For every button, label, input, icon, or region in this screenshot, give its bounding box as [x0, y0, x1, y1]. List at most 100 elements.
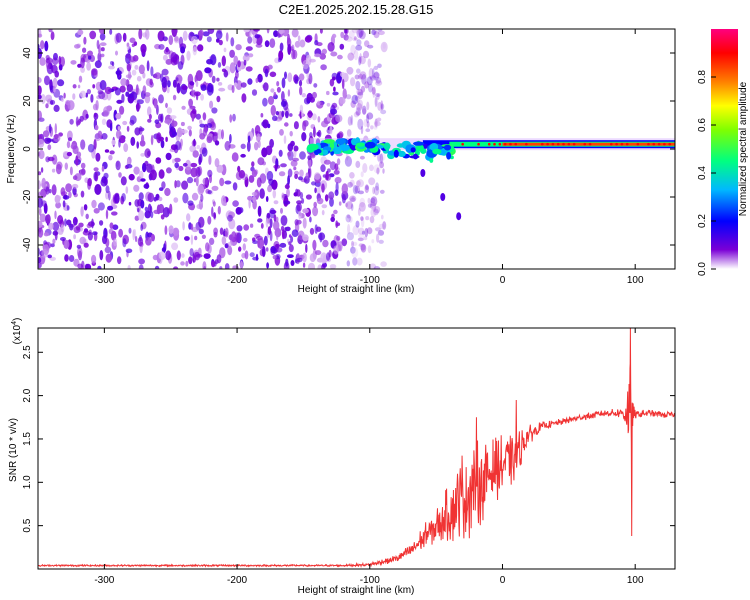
noise-blob: [168, 225, 174, 234]
noise-blob: [116, 99, 123, 104]
noise-blob: [129, 37, 136, 44]
noise-blob: [329, 125, 333, 135]
noise-blob: [115, 112, 122, 120]
noise-blob: [66, 141, 71, 149]
noise-blob: [359, 53, 362, 64]
noise-blob: [214, 259, 219, 265]
noise-blob: [278, 149, 283, 157]
noise-blob: [350, 44, 356, 56]
noise-blob: [140, 178, 146, 182]
noise-blob: [332, 76, 336, 81]
noise-blob: [63, 92, 66, 99]
noise-blob: [171, 29, 177, 38]
noise-blob: [251, 161, 255, 168]
noise-blob: [356, 103, 363, 111]
noise-blob: [360, 216, 365, 228]
snr-x-tick-label: 0: [500, 575, 506, 586]
noise-blob: [345, 94, 352, 100]
noise-blob: [379, 153, 383, 164]
noise-blob: [118, 228, 123, 238]
noise-blob: [99, 220, 104, 226]
noise-blob: [239, 260, 244, 269]
noise-blob: [297, 35, 301, 42]
noise-blob: [270, 246, 277, 254]
noise-blob: [103, 172, 109, 179]
noise-blob: [221, 129, 224, 140]
noise-blob: [272, 189, 277, 199]
noise-blob: [101, 133, 108, 140]
snr-y-label: SNR (10 * v/v): [8, 418, 19, 482]
noise-blob: [352, 185, 358, 195]
noise-blob: [298, 176, 303, 181]
noise-blob: [269, 207, 276, 219]
noise-blob: [163, 243, 166, 254]
noise-blob: [278, 171, 286, 177]
noise-blob: [115, 129, 122, 139]
noise-blob: [77, 84, 81, 89]
noise-blob: [105, 185, 110, 194]
noise-blob: [88, 55, 92, 60]
noise-blob: [367, 44, 374, 49]
noise-blob: [207, 169, 213, 178]
noise-blob: [381, 214, 384, 220]
noise-blob: [80, 162, 86, 169]
noise-blob: [165, 152, 172, 161]
noise-blob: [354, 185, 360, 194]
noise-blob: [155, 157, 162, 164]
noise-blob: [191, 35, 198, 45]
noise-blob: [267, 226, 272, 236]
noise-blob: [214, 158, 220, 168]
noise-blob: [273, 220, 280, 231]
noise-blob: [126, 125, 130, 132]
noise-blob: [128, 201, 132, 206]
noise-blob: [174, 180, 177, 189]
noise-blob: [338, 241, 343, 252]
noise-blob: [321, 183, 325, 193]
noise-blob: [373, 164, 381, 174]
noise-blob: [190, 234, 194, 246]
noise-blob: [177, 61, 184, 70]
signal-peak-dot: [503, 142, 507, 146]
noise-blob: [355, 80, 361, 91]
noise-blob: [313, 126, 316, 138]
noise-blob: [40, 94, 46, 104]
noise-blob: [185, 260, 189, 267]
noise-blob: [294, 79, 299, 85]
noise-blob: [377, 230, 385, 236]
noise-blob: [350, 100, 356, 108]
noise-blob: [293, 192, 298, 197]
noise-blob: [142, 72, 146, 79]
noise-blob: [38, 149, 45, 160]
noise-blob: [111, 211, 118, 216]
noise-blob: [249, 252, 255, 258]
noise-blob: [287, 72, 293, 83]
signal-peak-dot: [556, 142, 560, 146]
noise-blob: [162, 36, 168, 42]
signal-peak-dot: [477, 142, 480, 146]
noise-blob: [232, 265, 239, 269]
noise-blob: [362, 163, 368, 173]
noise-blob: [111, 139, 116, 146]
colorbar: [711, 29, 738, 269]
noise-blob: [52, 238, 56, 245]
noise-blob: [122, 238, 127, 248]
noise-blob: [232, 200, 239, 207]
noise-blob: [190, 162, 198, 168]
noise-blob: [374, 118, 378, 128]
snr-x-label: Height of straight line (km): [298, 585, 415, 596]
noise-blob: [288, 244, 294, 253]
noise-blob: [120, 78, 128, 87]
noise-blob: [288, 241, 292, 246]
noise-blob: [356, 29, 363, 39]
noise-blob: [249, 223, 254, 228]
noise-blob: [243, 237, 248, 242]
noise-blob: [172, 79, 177, 88]
noise-blob: [370, 196, 378, 207]
noise-blob: [126, 84, 134, 93]
noise-blob: [171, 120, 178, 127]
noise-blob: [283, 135, 287, 145]
noise-blob: [68, 255, 75, 262]
noise-blob: [217, 128, 223, 140]
noise-blob: [364, 40, 370, 47]
